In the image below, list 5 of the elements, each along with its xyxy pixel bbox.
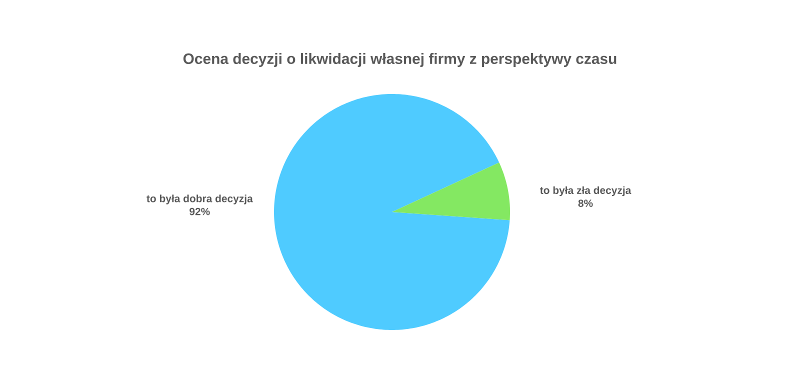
slice-label: to była zła decyzja — [540, 186, 632, 196]
data-label: 92% — [190, 208, 210, 216]
chart-title: Ocena decyzji o likwidacji własnej firmy z perspektywy czasu — [183, 53, 616, 67]
slice-label: to była dobra decyzja — [146, 194, 253, 204]
data-label: 8% — [578, 200, 593, 207]
